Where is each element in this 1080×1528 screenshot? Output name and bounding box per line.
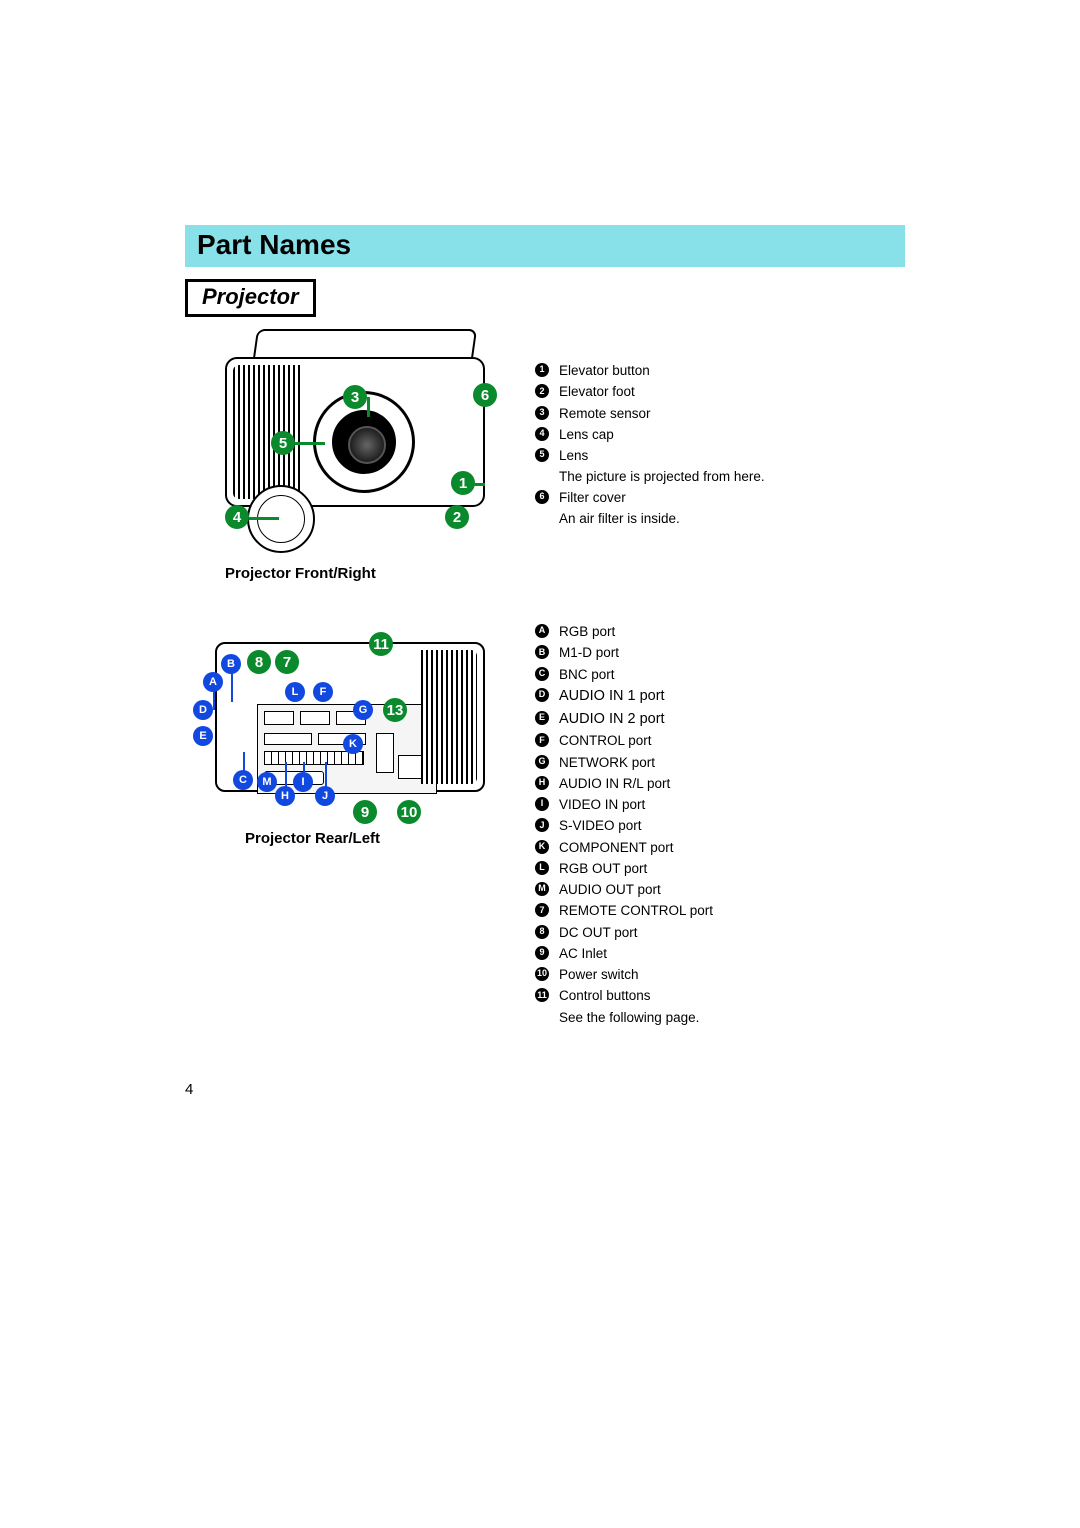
sub-header: Projector: [202, 284, 299, 309]
legend-item: 6 Filter cover: [535, 488, 905, 508]
legend-item: DAUDIO IN 1 port: [535, 686, 905, 708]
legend-item: FCONTROL port: [535, 731, 905, 751]
legend-subtext: The picture is projected from here.: [559, 467, 905, 487]
callout-E: E: [193, 726, 213, 746]
callout-F: F: [313, 682, 333, 702]
section-title-bar: Part Names: [185, 225, 905, 267]
callout-8: 8: [247, 650, 271, 674]
legend-subtext: See the following page.: [559, 1008, 905, 1028]
callout-7: 7: [275, 650, 299, 674]
rear-diagram-column: A B C D E F G H I J K L M 7 8 9 10 11 13: [185, 622, 535, 847]
callout-B: B: [221, 654, 241, 674]
legend-item: 3 Remote sensor: [535, 404, 905, 424]
callout-J: J: [315, 786, 335, 806]
legend-item: IVIDEO IN port: [535, 795, 905, 815]
front-caption: Projector Front/Right: [225, 565, 535, 582]
section-title: Part Names: [197, 229, 893, 261]
legend-item: EAUDIO IN 2 port: [535, 709, 905, 731]
legend-item: BM1-D port: [535, 643, 905, 663]
legend-item: MAUDIO OUT port: [535, 880, 905, 900]
callout-H: H: [275, 786, 295, 806]
legend-item: 9AC Inlet: [535, 944, 905, 964]
manual-page: Part Names Projector 1 2 3 4 5 6: [185, 225, 905, 1064]
legend-item: 4 Lens cap: [535, 425, 905, 445]
callout-A: A: [203, 672, 223, 692]
rear-legend: ARGB portBM1-D portCBNC portDAUDIO IN 1 …: [535, 622, 905, 1028]
front-view-row: 1 2 3 4 5 6 Projector Front/Right 1 Elev…: [185, 337, 905, 582]
callout-K: K: [343, 734, 363, 754]
callout-M: M: [257, 772, 277, 792]
callout-13: 13: [383, 698, 407, 722]
sub-header-box: Projector: [185, 279, 316, 317]
front-legend: 1 Elevator button 2 Elevator foot 3 Remo…: [535, 337, 905, 582]
legend-item: CBNC port: [535, 665, 905, 685]
legend-item: JS-VIDEO port: [535, 816, 905, 836]
legend-item: GNETWORK port: [535, 753, 905, 773]
legend-item: 7REMOTE CONTROL port: [535, 901, 905, 921]
legend-item: LRGB OUT port: [535, 859, 905, 879]
callout-4: 4: [225, 505, 249, 529]
legend-subtext: An air filter is inside.: [559, 509, 905, 529]
legend-item: 1 Elevator button: [535, 361, 905, 381]
rear-caption: Projector Rear/Left: [245, 830, 535, 847]
callout-D: D: [193, 700, 213, 720]
callout-L: L: [285, 682, 305, 702]
rear-diagram: A B C D E F G H I J K L M 7 8 9 10 11 13: [185, 622, 525, 822]
callout-9: 9: [353, 800, 377, 824]
legend-item: HAUDIO IN R/L port: [535, 774, 905, 794]
callout-C: C: [233, 770, 253, 790]
legend-item: 5 Lens: [535, 446, 905, 466]
callout-3: 3: [343, 385, 367, 409]
rear-view-row: A B C D E F G H I J K L M 7 8 9 10 11 13: [185, 622, 905, 1028]
legend-item: ARGB port: [535, 622, 905, 642]
legend-item: 8DC OUT port: [535, 923, 905, 943]
page-number: 4: [185, 1081, 193, 1098]
callout-G: G: [353, 700, 373, 720]
legend-item: KCOMPONENT port: [535, 838, 905, 858]
legend-item: 11Control buttons: [535, 986, 905, 1006]
callout-11: 11: [369, 632, 393, 656]
front-diagram-column: 1 2 3 4 5 6 Projector Front/Right: [185, 337, 535, 582]
legend-item: 2 Elevator foot: [535, 382, 905, 402]
callout-2: 2: [445, 505, 469, 529]
callout-10: 10: [397, 800, 421, 824]
callout-1: 1: [451, 471, 475, 495]
callout-5: 5: [271, 431, 295, 455]
legend-item: 10Power switch: [535, 965, 905, 985]
callout-6: 6: [473, 383, 497, 407]
front-diagram: 1 2 3 4 5 6: [195, 337, 525, 557]
